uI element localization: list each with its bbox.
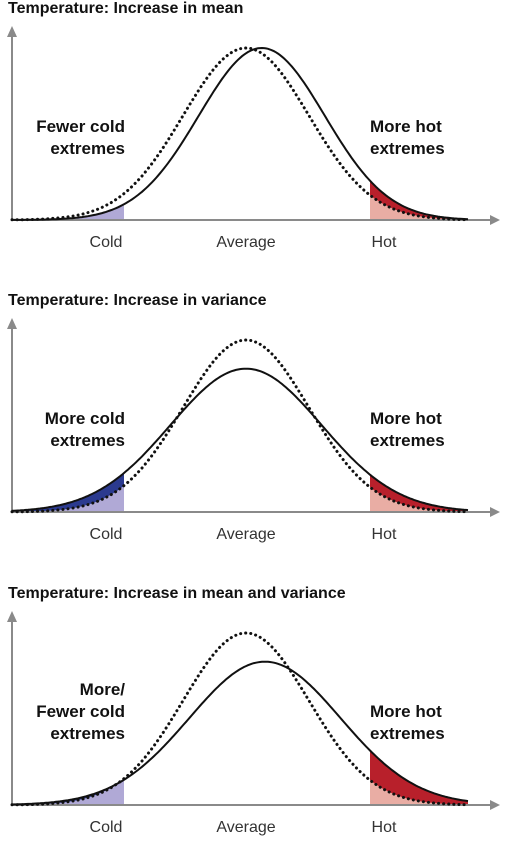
panel-title: Temperature: Increase in variance: [8, 292, 267, 309]
distribution-plot: Cold Average Hot More/Fewer cold extremes Mor…: [7, 611, 500, 836]
cold-tail-fill: [12, 778, 124, 805]
cold-extremes-annotation: Fewer cold: [36, 117, 125, 136]
hot-extremes-annotation: extremes: [370, 724, 445, 743]
hot-extremes-annotation: extremes: [370, 139, 445, 158]
hot-extremes-annotation: More hot: [370, 702, 442, 721]
tick-label-average: Average: [216, 819, 275, 836]
cold-tail-fill: [12, 485, 124, 512]
tick-label-cold: Cold: [90, 526, 123, 543]
previous-distribution-curve: [10, 46, 470, 222]
y-axis-arrow: [7, 26, 17, 37]
tick-label-hot: Hot: [372, 234, 397, 251]
cold-extremes-annotation: More cold: [45, 409, 125, 428]
cold-extremes-annotation: More/: [80, 680, 126, 699]
distribution-plot: Cold Average Hot Fewer cold extremes More hot…: [7, 26, 500, 251]
previous-distribution-curve: [10, 631, 470, 807]
y-axis-arrow: [7, 611, 17, 622]
panel-variance: Temperature: Increase in variance Cold Av…: [0, 292, 509, 574]
panel-title: Temperature: Increase in mean: [8, 0, 244, 17]
x-axis-arrow: [490, 800, 500, 810]
hot-tail-fill: [370, 487, 468, 512]
panel-title: Temperature: Increase in mean and varian…: [8, 585, 346, 602]
hot-tail-fill: [370, 780, 468, 805]
new-distribution-curve: [11, 367, 469, 512]
tick-label-hot: Hot: [372, 819, 397, 836]
cold-tail-fill: [12, 204, 124, 220]
hot-tail-fill: [370, 195, 468, 220]
new-distribution-curve: [11, 660, 469, 806]
tick-label-cold: Cold: [90, 819, 123, 836]
new-distribution-curve: [12, 46, 469, 221]
panel-mean-and-variance: Temperature: Increase in mean and varian…: [0, 585, 509, 867]
hot-extremes-annotation: More hot: [370, 409, 442, 428]
x-axis-arrow: [490, 215, 500, 225]
cold-extremes-annotation: extremes: [50, 431, 125, 450]
tick-label-average: Average: [216, 234, 275, 251]
x-axis-arrow: [490, 507, 500, 517]
cold-extremes-annotation: extremes: [50, 724, 125, 743]
y-axis-arrow: [7, 318, 17, 329]
hot-tail-increase-fill: [370, 750, 468, 805]
hot-extremes-annotation: More hot: [370, 117, 442, 136]
previous-distribution-curve: [10, 338, 470, 514]
hot-extremes-annotation: extremes: [370, 431, 445, 450]
distribution-plot: Cold Average Hot More cold extremes More hot e…: [7, 318, 500, 543]
tick-label-cold: Cold: [90, 234, 123, 251]
tick-label-average: Average: [216, 526, 275, 543]
cold-extremes-annotation: Fewer cold: [36, 702, 125, 721]
tick-label-hot: Hot: [372, 526, 397, 543]
panel-mean: Temperature: Increase in mean Cold Averag…: [0, 0, 509, 282]
cold-extremes-annotation: extremes: [50, 139, 125, 158]
